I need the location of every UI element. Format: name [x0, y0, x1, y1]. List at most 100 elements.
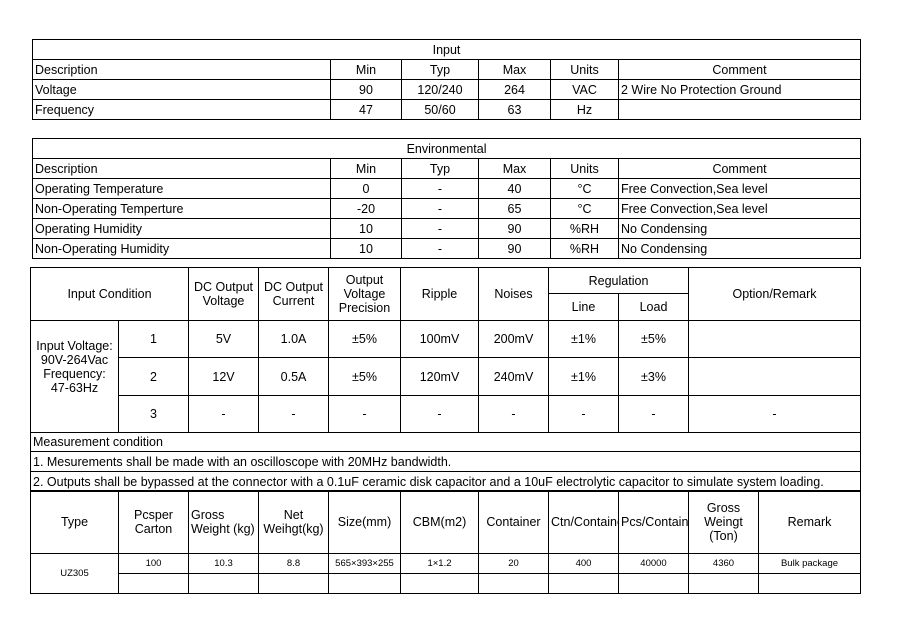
table-cell: -: [401, 198, 479, 219]
column-header: Remark: [758, 490, 861, 554]
table-cell: [688, 357, 862, 396]
column-header: Pcsper Carton: [118, 490, 189, 554]
table-cell: 1×1.2: [400, 553, 479, 574]
table-cell: Free Convection,Sea level: [617, 178, 862, 199]
table-cell: 90: [478, 218, 551, 239]
table-title: Input: [32, 39, 861, 60]
table-cell: 40: [478, 178, 551, 199]
title-row: Input: [32, 39, 861, 60]
table-cell: VAC: [550, 79, 619, 100]
title-row: Environmental: [31, 138, 862, 159]
column-header: Type: [30, 490, 119, 554]
table-cell: -: [400, 395, 479, 433]
table-cell: 5V: [188, 320, 259, 358]
column-header: Line: [548, 293, 619, 321]
table-cell: 120/240: [401, 79, 479, 100]
packing-table: Type Pcsper Carton Gross Weight (kg) Net We…: [30, 490, 861, 594]
column-header: Typ: [401, 59, 479, 80]
header-row: Line Load: [31, 293, 861, 321]
empty-cell: [188, 573, 259, 594]
table-cell: %RH: [550, 238, 619, 259]
table-cell: -: [478, 395, 549, 433]
table-cell: 2 Wire No Protection Ground: [618, 79, 861, 100]
column-header: Description: [32, 158, 331, 179]
table-cell: No Condensing: [617, 238, 862, 259]
type-cell: UZ305: [30, 553, 119, 594]
input-condition-header: Input Condition: [30, 267, 189, 321]
table-cell: 264: [478, 79, 551, 100]
table-cell: -: [328, 395, 401, 433]
table-cell: 120mV: [400, 357, 479, 396]
column-header: Output Voltage Precision: [328, 267, 401, 321]
table-cell: 47: [330, 99, 402, 120]
column-header: Min: [330, 158, 402, 179]
table-cell: Hz: [550, 99, 619, 120]
table-cell: 2: [118, 357, 189, 396]
column-header: Net Weihgt(kg): [258, 490, 329, 554]
empty-cell: [400, 573, 479, 594]
table-cell: Non-Operating Humidity: [32, 238, 331, 259]
column-header: Gross Weight (kg): [188, 490, 259, 554]
table-row: Operating Humidity 10-90 %RH No Condensing: [32, 218, 862, 239]
table-cell: -: [401, 218, 479, 239]
empty-cell: [688, 573, 759, 594]
table-cell: [618, 99, 861, 120]
table-row: Non-Operating Humidity 10-90 %RH No Condens…: [32, 238, 862, 259]
column-header: Gross Weingt (Ton): [688, 490, 759, 554]
column-header: DC Output Voltage: [188, 267, 259, 321]
table-cell: -: [188, 395, 259, 433]
table-cell: 10.3: [188, 553, 259, 574]
table-cell: -20: [330, 198, 402, 219]
table-cell: Voltage: [32, 79, 331, 100]
table-row: [31, 573, 861, 594]
column-header: Ripple: [400, 267, 479, 321]
measurement-text: 2. Outputs shall be bypassed at the conn…: [29, 471, 862, 492]
empty-cell: [478, 573, 549, 594]
table-cell: 10: [330, 238, 402, 259]
column-header: Option/Remark: [688, 267, 862, 321]
table-cell: 90: [478, 238, 551, 259]
measurement-text: 1. Mesurements shall be made with an osc…: [29, 451, 862, 472]
output-table: Input Condition DC Output Voltage DC Outpu…: [29, 267, 862, 492]
table-cell: 90: [330, 79, 402, 100]
column-header: Comment: [617, 158, 862, 179]
column-header: Typ: [401, 158, 479, 179]
table-row: Frequency 47 50/60 63 Hz: [32, 99, 861, 120]
table-cell: 200mV: [478, 320, 549, 358]
header-row: Type Pcsper Carton Gross Weight (kg) Net We…: [30, 490, 861, 554]
table-row: Non-Operating Temperture -20-65 °C Free Con…: [32, 198, 862, 219]
table-cell: Non-Operating Temperture: [32, 198, 331, 219]
table-cell: 12V: [188, 357, 259, 396]
table-cell: 240mV: [478, 357, 549, 396]
table-cell: -: [548, 395, 619, 433]
table-cell: 3: [118, 395, 189, 433]
table-cell: [688, 320, 862, 358]
table-cell: 100mV: [400, 320, 479, 358]
table-cell: 20: [478, 553, 549, 574]
table-cell: 50/60: [401, 99, 479, 120]
table-cell: Bulk package: [758, 553, 861, 574]
table-cell: No Condensing: [617, 218, 862, 239]
table-cell: -: [688, 395, 862, 433]
column-header: Size(mm): [328, 490, 401, 554]
table-cell: 400: [548, 553, 619, 574]
measurement-text: Measurement condition: [29, 432, 862, 452]
header-row: Input Condition DC Output Voltage DC Outpu…: [30, 267, 862, 321]
empty-cell: [618, 573, 689, 594]
table-cell: ±3%: [617, 357, 690, 396]
measurement-row: 1. Mesurements shall be made with an osc…: [29, 451, 862, 472]
table-row: Input Voltage: 90V-264Vac Frequency: 47-…: [30, 320, 862, 433]
table-cell: Frequency: [32, 99, 331, 120]
empty-cell: [118, 573, 189, 594]
column-header: Load: [617, 293, 690, 321]
table-cell: ±1%: [548, 320, 619, 358]
table-cell: Operating Temperature: [32, 178, 331, 199]
table-cell: -: [258, 395, 329, 433]
table-cell: 1: [118, 320, 189, 358]
table-cell: 8.8: [258, 553, 329, 574]
table-cell: 63: [478, 99, 551, 120]
table-cell: 0: [330, 178, 402, 199]
column-header: Description: [32, 59, 331, 80]
table-row: 3--------: [31, 395, 862, 433]
table-cell: 100: [118, 553, 189, 574]
